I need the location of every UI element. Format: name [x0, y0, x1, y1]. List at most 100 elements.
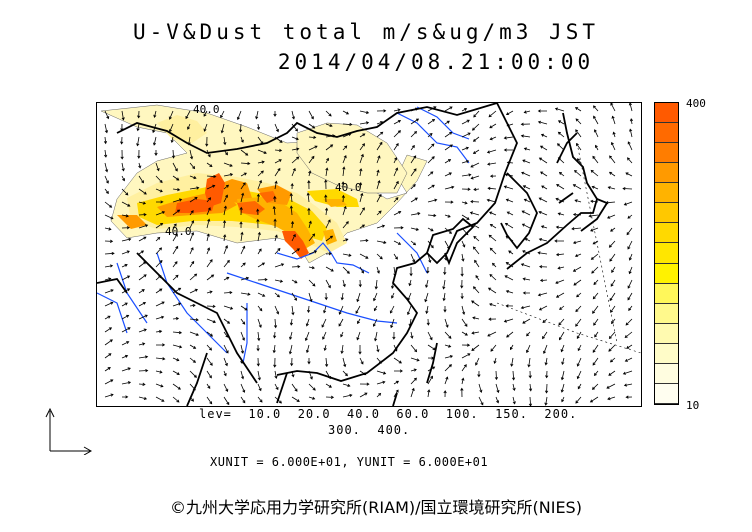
wind-arrow: [189, 344, 197, 349]
wind-arrow: [505, 304, 514, 308]
wind-arrow: [359, 121, 370, 125]
wind-arrow: [206, 207, 211, 216]
wind-arrow: [154, 150, 158, 156]
wind-arrow: [524, 238, 531, 242]
wind-arrow: [608, 370, 616, 376]
reference-axes: [45, 407, 93, 455]
wind-arrow: [155, 315, 165, 320]
wind-arrow: [407, 292, 412, 301]
wind-arrow: [342, 205, 347, 216]
wind-arrow: [610, 141, 616, 151]
wind-arrow: [206, 318, 217, 324]
wind-arrow: [528, 396, 533, 406]
wind-arrow: [340, 344, 344, 354]
wind-arrow: [627, 240, 633, 250]
wind-arrow: [172, 357, 180, 362]
wind-arrow: [223, 184, 229, 190]
wind-arrow: [273, 331, 277, 339]
dust-plume: [100, 104, 428, 264]
wind-arrow: [342, 110, 350, 115]
wind-arrow: [611, 266, 616, 273]
wind-arrow: [627, 141, 633, 151]
wind-arrow: [307, 180, 311, 190]
wind-arrow: [560, 383, 565, 393]
wind-arrow: [393, 380, 400, 385]
wind-arrow: [136, 136, 140, 147]
wind-arrow: [342, 253, 352, 257]
wind-arrow: [240, 383, 246, 393]
colorbar-min-label: 10: [686, 399, 700, 412]
wind-arrow: [325, 167, 329, 177]
wind-arrow: [104, 393, 114, 398]
wind-arrow: [590, 227, 599, 232]
colorbar-step: [655, 223, 678, 244]
wind-arrow: [189, 162, 196, 170]
wind-arrow: [608, 171, 616, 177]
wind-arrow: [574, 199, 582, 203]
wind-arrow: [256, 123, 261, 131]
wind-arrow: [488, 234, 497, 242]
wind-arrow: [555, 292, 565, 298]
wind-arrow: [505, 110, 514, 115]
wind-arrow: [427, 356, 435, 360]
wind-arrow: [590, 253, 599, 260]
wind-arrow: [610, 305, 616, 313]
wind-arrow: [359, 392, 368, 398]
wind-arrow: [189, 357, 197, 363]
colorbar-step: [655, 163, 678, 184]
wind-arrow: [206, 331, 214, 337]
wind-arrow: [257, 149, 267, 154]
wind-arrow: [273, 357, 277, 368]
wind-arrow: [338, 305, 344, 315]
wind-arrow: [291, 383, 298, 392]
wind-arrow: [521, 210, 531, 216]
wind-arrow: [341, 181, 345, 190]
wind-arrow: [291, 147, 300, 151]
wind-arrow: [172, 245, 179, 255]
wind-arrow: [427, 240, 434, 249]
colorbar-max-label: 400: [686, 97, 706, 110]
wind-arrow: [486, 149, 497, 154]
wind-arrow: [572, 240, 582, 245]
wind-arrow: [495, 383, 500, 394]
wind-arrow: [461, 132, 471, 138]
wind-arrow: [274, 292, 280, 298]
wind-arrow: [558, 318, 565, 326]
wind-arrow: [138, 162, 142, 169]
wind-arrow: [461, 305, 466, 315]
wind-arrow: [557, 131, 565, 138]
wind-arrow: [338, 318, 344, 327]
wind-arrow: [240, 149, 249, 156]
wind-arrow: [324, 207, 329, 216]
wind-arrow: [425, 279, 429, 288]
wind-arrow: [342, 383, 351, 388]
wind-arrow: [538, 305, 548, 311]
wind-arrow: [359, 224, 366, 229]
wind-arrow: [541, 185, 548, 190]
wind-arrow: [240, 396, 246, 404]
wind-arrow: [443, 390, 447, 398]
wind-arrow: [189, 318, 199, 322]
wind-arrow: [325, 370, 331, 380]
wind-arrow: [240, 357, 244, 364]
wind-arrow: [223, 205, 227, 216]
wind-arrow: [291, 110, 295, 120]
wind-arrow: [444, 214, 451, 218]
wind-arrow: [356, 331, 361, 341]
wind-arrow: [155, 260, 163, 268]
wind-arrow: [427, 198, 438, 203]
wind-arrow: [206, 396, 213, 405]
wind-arrow: [527, 357, 531, 368]
wind-arrow: [155, 236, 161, 242]
wind-arrow: [376, 253, 383, 260]
contour-label: 40.0: [193, 103, 220, 116]
wind-arrow: [289, 192, 293, 203]
wind-arrow: [424, 292, 429, 303]
wind-arrow: [121, 175, 125, 182]
wind-arrow: [442, 292, 446, 302]
wind-arrow: [540, 225, 548, 229]
wind-arrow: [155, 211, 166, 216]
wind-arrow: [342, 145, 348, 151]
wind-arrow: [590, 199, 599, 203]
wind-arrow: [291, 396, 300, 402]
